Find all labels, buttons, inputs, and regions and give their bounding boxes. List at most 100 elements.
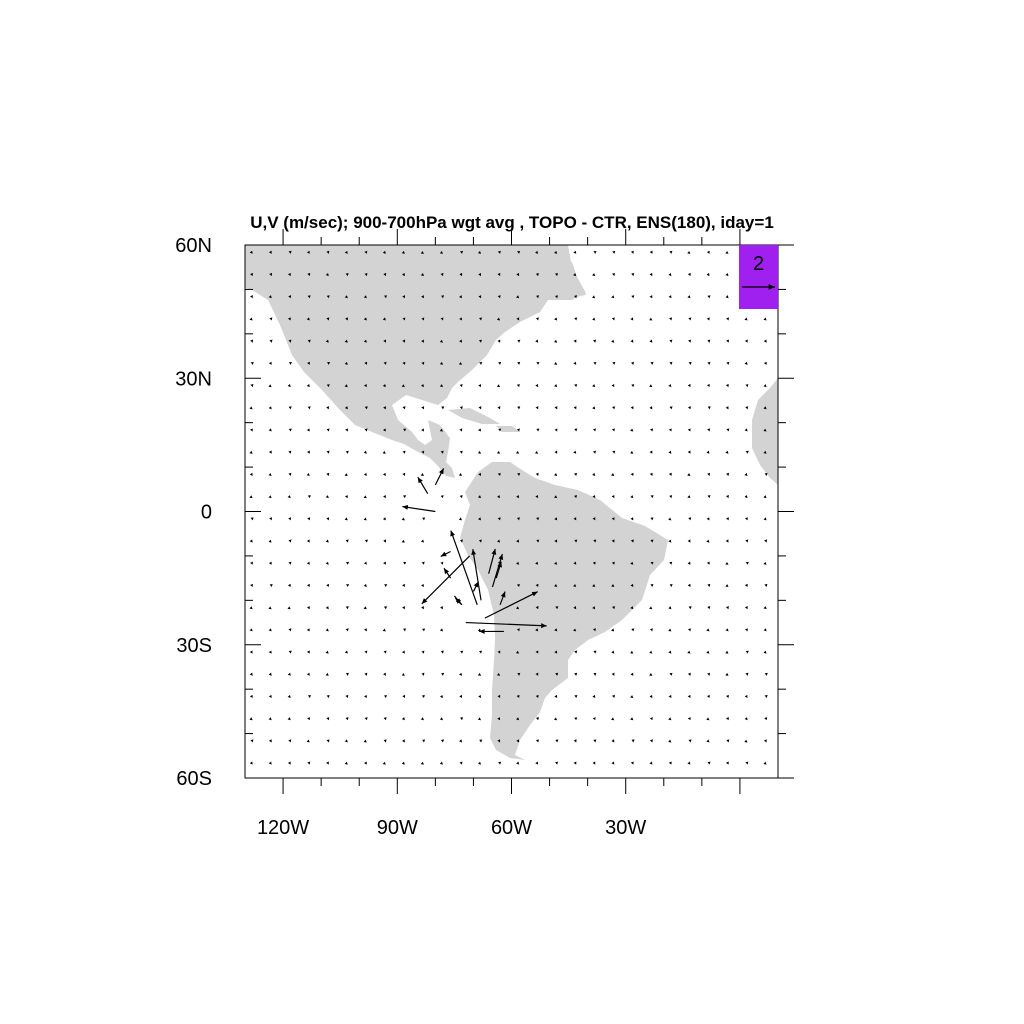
background-vector bbox=[593, 651, 596, 654]
background-vector bbox=[384, 651, 387, 654]
background-vector bbox=[611, 628, 614, 631]
background-vector bbox=[364, 517, 367, 520]
background-vector bbox=[289, 362, 292, 365]
background-vector bbox=[689, 362, 692, 365]
background-vector bbox=[764, 606, 767, 609]
background-vector bbox=[689, 739, 692, 742]
background-vector bbox=[668, 451, 671, 454]
background-vector bbox=[763, 651, 766, 654]
background-vector bbox=[764, 739, 767, 742]
background-vector bbox=[687, 651, 690, 654]
background-vector bbox=[649, 340, 652, 343]
wind-vector bbox=[402, 505, 435, 512]
background-vector bbox=[536, 739, 539, 742]
background-vector bbox=[708, 406, 711, 409]
background-vector bbox=[746, 562, 749, 565]
background-vector bbox=[707, 673, 710, 676]
background-vector bbox=[631, 406, 634, 409]
background-vector bbox=[422, 740, 425, 743]
background-vector bbox=[745, 406, 748, 409]
background-vector bbox=[593, 739, 596, 742]
background-vector bbox=[440, 695, 443, 698]
background-vector bbox=[288, 562, 291, 565]
background-vector bbox=[573, 451, 576, 454]
background-vector bbox=[326, 761, 329, 764]
background-vector bbox=[326, 651, 329, 654]
background-vector bbox=[250, 473, 253, 476]
background-vector bbox=[688, 384, 691, 387]
background-vector bbox=[478, 717, 481, 720]
background-vector bbox=[364, 451, 367, 454]
background-vector bbox=[688, 628, 691, 631]
background-vector bbox=[554, 362, 557, 365]
background-vector bbox=[726, 340, 729, 343]
background-vector bbox=[460, 495, 463, 498]
background-vector bbox=[612, 428, 615, 431]
background-vector bbox=[668, 606, 671, 609]
background-vector bbox=[479, 740, 482, 743]
background-vector bbox=[555, 762, 558, 765]
background-vector bbox=[269, 406, 272, 409]
background-vector bbox=[592, 406, 595, 409]
background-vector bbox=[726, 362, 729, 365]
background-vector bbox=[364, 673, 367, 676]
background-vector bbox=[669, 362, 672, 365]
background-vector bbox=[688, 428, 691, 431]
background-vector bbox=[269, 340, 272, 343]
background-vector bbox=[554, 695, 557, 698]
background-vector bbox=[574, 340, 577, 343]
background-vector bbox=[707, 384, 710, 387]
background-vector bbox=[746, 651, 749, 654]
background-vector bbox=[440, 717, 443, 720]
background-vector bbox=[592, 317, 595, 320]
background-vector bbox=[498, 406, 501, 409]
background-vector bbox=[745, 495, 748, 498]
background-vector bbox=[307, 384, 310, 387]
background-vector bbox=[764, 517, 767, 520]
wind-vector bbox=[441, 551, 451, 556]
background-vector bbox=[288, 628, 291, 631]
background-vector bbox=[554, 384, 557, 387]
background-vector bbox=[744, 317, 747, 320]
background-vector bbox=[289, 429, 292, 432]
background-vector bbox=[516, 451, 519, 454]
background-vector bbox=[536, 406, 539, 409]
background-vector bbox=[593, 340, 596, 343]
background-vector bbox=[574, 473, 577, 476]
background-vector bbox=[269, 362, 272, 365]
background-vector bbox=[288, 606, 291, 609]
background-vector bbox=[326, 562, 329, 565]
background-vector bbox=[270, 584, 273, 587]
background-vector bbox=[288, 495, 291, 498]
background-vector bbox=[592, 273, 595, 276]
background-vector bbox=[250, 428, 253, 431]
background-vector bbox=[307, 539, 310, 542]
background-vector bbox=[288, 739, 291, 742]
background-vector bbox=[402, 762, 405, 765]
background-vector bbox=[631, 761, 634, 764]
background-vector bbox=[612, 495, 615, 498]
background-vector bbox=[288, 584, 291, 587]
background-vector bbox=[421, 606, 424, 609]
background-vector bbox=[535, 340, 538, 343]
background-vector bbox=[631, 384, 634, 387]
background-vector bbox=[364, 473, 367, 476]
background-vector bbox=[650, 295, 653, 298]
background-vector bbox=[650, 717, 653, 720]
background-vector bbox=[612, 406, 615, 409]
background-vector bbox=[269, 517, 272, 520]
background-vector bbox=[631, 273, 634, 276]
background-vector bbox=[650, 517, 653, 520]
background-vector bbox=[326, 406, 329, 409]
background-vector bbox=[630, 340, 633, 343]
background-vector bbox=[574, 695, 577, 698]
background-vector bbox=[535, 451, 538, 454]
background-vector bbox=[707, 606, 710, 609]
background-vector bbox=[345, 651, 348, 654]
background-vector bbox=[269, 317, 272, 320]
background-vector bbox=[631, 628, 634, 631]
background-vector bbox=[650, 695, 653, 698]
background-vector bbox=[307, 428, 310, 431]
background-vector bbox=[668, 384, 671, 387]
background-vector bbox=[726, 384, 729, 387]
